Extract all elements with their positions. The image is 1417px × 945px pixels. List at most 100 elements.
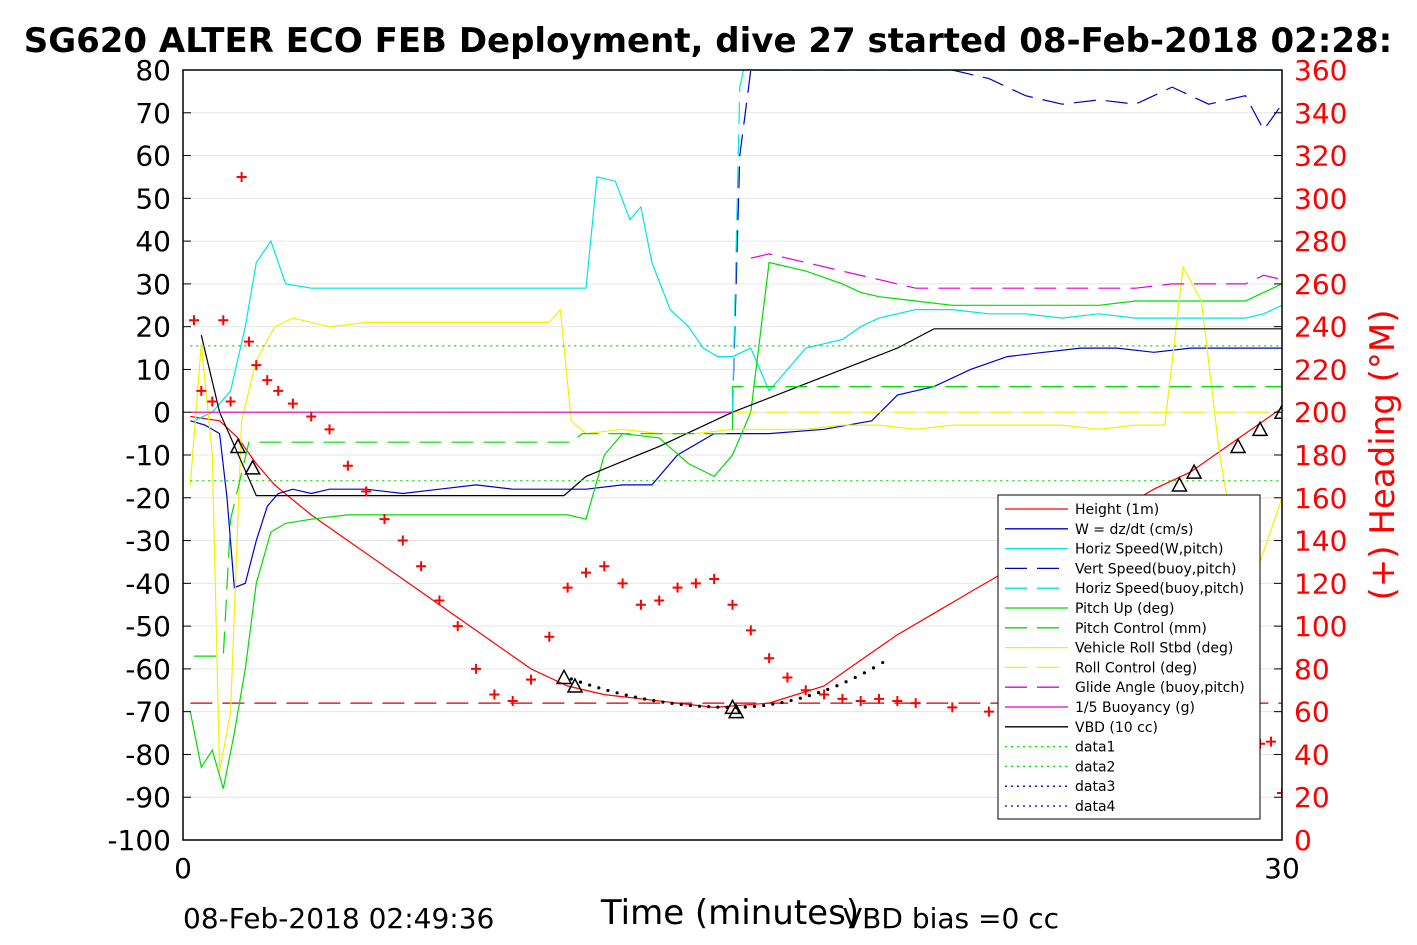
heading-point — [580, 567, 591, 578]
y-tick-right-label: 280 — [1294, 225, 1347, 258]
heading-point — [690, 578, 701, 589]
heading-point — [544, 631, 555, 642]
heading-point — [342, 460, 353, 471]
dive-trace-dot — [835, 684, 839, 688]
y-tick-right-label: 20 — [1294, 781, 1330, 814]
y-tick-left-label: -20 — [125, 482, 171, 515]
y-tick-left-label: -100 — [107, 824, 171, 857]
heading-point — [273, 385, 284, 396]
y-tick-left-label: -90 — [125, 781, 171, 814]
y-tick-right-label: 120 — [1294, 567, 1347, 600]
triangle-marker — [727, 703, 745, 719]
dive-trace-dot — [844, 680, 848, 684]
heading-point — [397, 535, 408, 546]
heading-point — [379, 514, 390, 525]
dive-trace-dot — [707, 705, 711, 709]
y-tick-left-label: -70 — [125, 696, 171, 729]
heading-point — [727, 599, 738, 610]
y-tick-right-label: 140 — [1294, 525, 1347, 558]
heading-point — [874, 693, 885, 704]
y-tick-right-label: 80 — [1294, 653, 1330, 686]
y-tick-left-label: -50 — [125, 610, 171, 643]
legend-label: Height (1m) — [1075, 502, 1159, 518]
legend-label: data4 — [1075, 799, 1116, 815]
dive-trace-dot — [743, 705, 747, 709]
series-vert-speed-buoy-pitch- — [731, 70, 1282, 413]
heading-point — [599, 561, 610, 572]
y-tick-right-label: 200 — [1294, 396, 1347, 429]
legend-label: data3 — [1075, 779, 1115, 795]
triangle-marker — [1229, 437, 1247, 454]
y-tick-left-label: 60 — [135, 140, 171, 173]
series-vehicle-roll-stbd-deg- — [189, 264, 1282, 772]
dive-trace-dot — [789, 698, 793, 703]
y-tick-left-label: -30 — [125, 525, 171, 558]
heading-point — [1277, 787, 1282, 798]
y-tick-right-label: 160 — [1294, 482, 1347, 515]
x-tick-label: 0 — [174, 852, 192, 885]
dive-trace-dot — [615, 691, 619, 695]
dive-trace-dot — [771, 702, 775, 706]
dive-trace-dot — [816, 691, 821, 695]
heading-point — [434, 595, 445, 606]
y-tick-left-label: 0 — [153, 396, 171, 429]
heading-point — [837, 693, 848, 704]
legend-label: VBD (10 cc) — [1075, 720, 1158, 736]
legend-label: Pitch Up (deg) — [1075, 601, 1174, 617]
dive-trace-dot — [862, 671, 866, 675]
y-tick-left-label: 30 — [135, 268, 171, 301]
dive-trace-dot — [881, 660, 885, 665]
y-axis-left: 80 70 60 50 40 30 20 10 0 -10 -20 -30 -40 -50 -60 -70 -8… — [107, 54, 191, 857]
heading-point — [452, 621, 463, 632]
y-tick-left-label: 10 — [135, 353, 171, 386]
y-tick-right-label: 240 — [1294, 311, 1347, 344]
heading-point — [654, 595, 665, 606]
triangle-marker — [566, 677, 584, 693]
dive-trace-dot — [697, 704, 702, 708]
heading-point — [287, 398, 298, 409]
legend-label: data1 — [1075, 740, 1115, 756]
heading-point — [782, 672, 793, 683]
series-height-1m- — [190, 407, 1282, 709]
footer-vbd-bias: VBD bias =0 cc — [843, 902, 1059, 935]
y-tick-right-label: 100 — [1294, 610, 1347, 643]
y-tick-left-label: 70 — [135, 97, 171, 130]
heading-point — [306, 411, 317, 422]
dive-trace-dot — [752, 704, 757, 709]
heading-point — [507, 695, 518, 706]
heading-point — [635, 599, 646, 610]
y-tick-right-label: 260 — [1294, 268, 1347, 301]
y-tick-left-label: 40 — [135, 225, 171, 258]
x-axis-label: Time (minutes) — [600, 893, 859, 933]
y-tick-left-label: -80 — [125, 738, 171, 771]
dive-trace-dot — [578, 680, 583, 684]
y-tick-left-label: -60 — [125, 653, 171, 686]
x-axis: 0 30 — [174, 852, 1300, 885]
y-tick-left-label: 80 — [135, 54, 171, 87]
series-vbd-10-cc- — [200, 328, 1282, 497]
heading-point — [207, 396, 218, 407]
dive-trace-dot — [826, 687, 830, 691]
dive-trace-dot — [670, 701, 674, 705]
legend: Height (1m) W = dz/dt (cm/s) Horiz Speed(W… — [997, 494, 1261, 820]
dive-trace-dot — [762, 703, 766, 708]
heading-point — [361, 486, 372, 497]
dive-trace-dot — [716, 705, 720, 709]
heading-point — [617, 578, 628, 589]
series-glide-angle-buoy-pitch- — [750, 253, 1282, 289]
legend-label: W = dz/dt (cm/s) — [1075, 522, 1194, 538]
triangle-marker — [555, 668, 573, 685]
chart-title: SG620 ALTER ECO FEB Deployment, dive 27 … — [24, 21, 1393, 61]
heading-point — [225, 396, 236, 407]
legend-label: Pitch Control (mm) — [1075, 621, 1207, 637]
legend-label: data2 — [1075, 759, 1115, 775]
y-axis-right-label: (+) Heading (°M) — [1363, 310, 1403, 601]
heading-point — [709, 574, 720, 585]
heading-point — [910, 698, 921, 709]
heading-point — [218, 315, 229, 326]
y-tick-left-label: 50 — [135, 182, 171, 215]
heading-point — [745, 625, 756, 636]
dive-trace-dot — [652, 699, 656, 703]
dive-trace-dot — [679, 702, 683, 707]
